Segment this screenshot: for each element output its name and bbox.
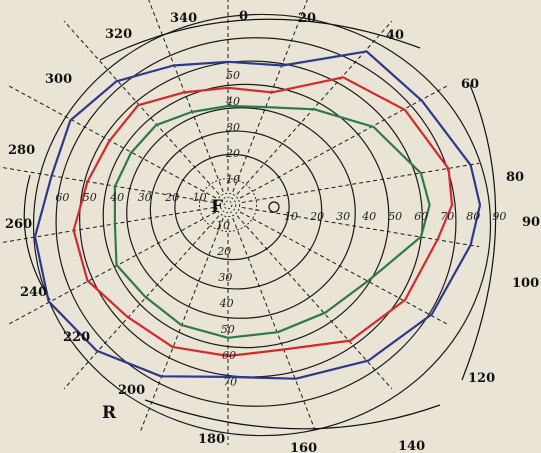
ring-40 <box>126 107 356 319</box>
meridian-160 <box>232 217 316 431</box>
radius-label-right-90: 90 <box>492 210 506 223</box>
radius-label-right-30: 30 <box>336 210 350 223</box>
radius-label-left-10: 10 <box>193 191 207 204</box>
radius-label-up-20: 20 <box>225 147 240 160</box>
radius-label-right-60: 60 <box>414 210 428 223</box>
fixation-label: F <box>211 197 223 217</box>
radius-label-right-10: 10 <box>284 210 298 223</box>
radius-label-left-50: 50 <box>83 191 97 204</box>
outer-arc-bottom <box>144 399 441 430</box>
center-dash-circle <box>219 196 237 214</box>
outer-arc-left <box>23 174 51 301</box>
radius-label-up-40: 40 <box>225 95 240 108</box>
degree-label-140: 140 <box>398 439 425 453</box>
radius-label-right-80: 80 <box>466 210 480 223</box>
radius-label-left-40: 40 <box>109 191 124 204</box>
radius-label-right-20: 20 <box>309 210 324 223</box>
blind-spot-marker <box>268 201 280 213</box>
degree-label-40: 40 <box>386 28 404 43</box>
ring-80 <box>32 13 492 437</box>
degree-label-260: 260 <box>5 217 32 232</box>
field-isopter-1 <box>33 50 482 380</box>
radius-label-right-70: 70 <box>440 210 454 223</box>
labels-layer: 0 20 40 60 80 90 100 120 140 160 180 200 220 240 260 28… <box>5 9 540 453</box>
radius-label-up-10: 10 <box>226 173 240 186</box>
meridian-100 <box>241 206 480 248</box>
ring-50 <box>102 83 390 349</box>
meridian-300 <box>6 84 217 199</box>
field-isopter-2 <box>72 76 454 358</box>
degree-label-0: 0 <box>239 9 248 24</box>
ring-10 <box>198 178 258 232</box>
ring-30 <box>149 130 323 290</box>
ring-70 <box>55 37 457 407</box>
series-layer <box>33 50 482 380</box>
field-isopter-3 <box>113 104 431 339</box>
radius-label-down-60: 60 <box>222 349 236 362</box>
radius-label-up-30: 30 <box>226 121 240 134</box>
meridian-240 <box>6 211 217 326</box>
radius-label-down-50: 50 <box>221 323 235 336</box>
center-dash-circle <box>223 200 233 210</box>
degree-label-80: 80 <box>506 170 524 185</box>
degree-label-100: 100 <box>512 276 539 291</box>
degree-label-240: 240 <box>20 285 47 300</box>
outer-arc-right <box>461 84 497 381</box>
meridian-320 <box>63 20 220 195</box>
meridian-140 <box>236 215 393 390</box>
radius-label-left-30: 30 <box>138 191 152 204</box>
radius-label-down-20: 20 <box>216 245 231 258</box>
meridian-40 <box>236 20 393 195</box>
rings-layer <box>32 13 492 437</box>
degree-label-320: 320 <box>105 27 132 42</box>
degree-label-160: 160 <box>290 441 317 453</box>
radius-label-down-30: 30 <box>218 271 232 284</box>
degree-label-120: 120 <box>468 371 495 386</box>
outer-arc-top <box>99 18 421 61</box>
center-dash-circle <box>215 192 241 218</box>
meridian-80 <box>241 162 480 204</box>
meridian-60 <box>239 84 450 199</box>
degree-label-90: 90 <box>522 215 540 230</box>
radius-label-up-50: 50 <box>226 69 240 82</box>
meridian-120 <box>239 211 450 326</box>
ring-20 <box>174 153 290 261</box>
radius-label-down-40: 40 <box>219 297 234 310</box>
spokes-layer <box>0 0 480 445</box>
radius-label-down-10: 10 <box>216 219 230 232</box>
meridian-280 <box>0 166 215 204</box>
outer-arcs <box>23 18 497 430</box>
degree-label-280: 280 <box>8 143 35 158</box>
degree-label-20: 20 <box>298 11 316 26</box>
degree-label-60: 60 <box>461 77 479 92</box>
degree-label-180: 180 <box>198 432 225 447</box>
meridian-340 <box>148 0 224 193</box>
meridian-20 <box>232 0 308 193</box>
radius-label-right-50: 50 <box>388 210 402 223</box>
degree-label-300: 300 <box>45 72 72 87</box>
meridian-220 <box>63 215 220 390</box>
eye-label: R <box>102 403 117 423</box>
radius-label-left-20: 20 <box>164 191 179 204</box>
degree-label-340: 340 <box>170 11 197 26</box>
radius-label-right-40: 40 <box>361 210 376 223</box>
radius-label-down-70: 70 <box>223 375 237 388</box>
radius-label-left-60: 60 <box>55 191 69 204</box>
degree-label-200: 200 <box>118 383 145 398</box>
degree-label-220: 220 <box>63 330 90 345</box>
meridian-260 <box>0 206 215 244</box>
